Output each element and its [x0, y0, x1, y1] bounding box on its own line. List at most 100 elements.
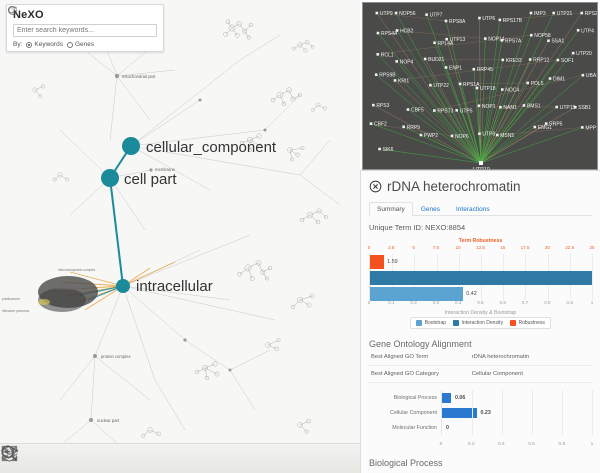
gene-node[interactable] [501, 58, 505, 62]
gene-network-graph[interactable]: UTP9 NOP56 UTP7 RPS8A UTP6 RPS17B IMP3 UTP21 RPS… [363, 3, 598, 170]
gene-node-hub[interactable] [479, 161, 483, 165]
gene-node[interactable] [522, 104, 526, 107]
bar-bootstrap [370, 287, 464, 301]
gene-node[interactable] [580, 11, 584, 15]
close-circle-icon[interactable] [369, 180, 382, 193]
gene-edge [420, 134, 482, 164]
gene-node[interactable] [372, 103, 375, 107]
tab-summary[interactable]: Summary [369, 202, 413, 216]
tab-interactions[interactable]: Interactions [455, 206, 490, 213]
gene-label: RPS22A [585, 11, 598, 17]
gene-node[interactable] [458, 82, 462, 86]
gene-node[interactable] [478, 132, 481, 135]
gene-node[interactable] [528, 58, 532, 61]
gene-node[interactable] [500, 88, 504, 91]
bottom-axis-tick: 0.4 [454, 300, 462, 305]
search-input[interactable] [13, 24, 157, 37]
gene-label: UTP6 [482, 16, 495, 22]
gene-edge [480, 126, 535, 164]
gene-node[interactable] [576, 28, 580, 32]
gene-node[interactable] [395, 60, 399, 63]
gene-label: RRP9 [407, 125, 421, 131]
node-cell-part[interactable] [101, 169, 119, 187]
gene-node[interactable] [529, 33, 533, 37]
legend-swatch-robustness [509, 320, 516, 326]
gene-node[interactable] [369, 122, 373, 125]
ontology-network-canvas[interactable]: cellular_component cell part intracellul… [0, 0, 360, 473]
gene-label: RRP5 [549, 122, 563, 128]
gene-interaction-network[interactable]: UTP9 NOP56 UTP7 RPS8A UTP6 RPS17B IMP3 UTP21 RPS… [362, 2, 598, 170]
gene-node[interactable] [478, 16, 481, 20]
gene-node[interactable] [394, 11, 398, 15]
gene-node[interactable] [581, 126, 584, 129]
tab-genes[interactable]: Genes [420, 206, 440, 213]
node-cellular-component[interactable] [122, 137, 140, 155]
gene-node[interactable] [498, 18, 502, 22]
search-row: ? [7, 5, 157, 37]
gene-node[interactable] [555, 105, 559, 109]
panel-tabs: Summary Genes Interactions [369, 201, 592, 216]
gene-node[interactable] [495, 133, 499, 137]
gene-node[interactable] [444, 66, 448, 69]
gene-node[interactable] [529, 11, 533, 15]
gene-node[interactable] [376, 31, 380, 35]
gene-node[interactable] [419, 133, 423, 137]
bottom-axis-tick: 1 [590, 300, 594, 305]
gene-node[interactable] [445, 37, 448, 41]
gene-node[interactable] [581, 73, 585, 77]
gene-node[interactable] [499, 105, 502, 109]
gene-node[interactable] [483, 37, 487, 40]
gene-node[interactable] [433, 41, 436, 45]
gene-node[interactable] [375, 11, 379, 15]
go-cat-molecular-function: Molecular Function [392, 424, 437, 431]
gene-node[interactable] [547, 39, 550, 43]
gene-edge [370, 123, 482, 164]
radio-genes-dot[interactable] [66, 41, 73, 48]
gene-node[interactable] [475, 86, 479, 90]
radio-keywords-dot[interactable] [26, 41, 33, 48]
gene-node[interactable] [376, 53, 380, 56]
label-cell-part: cell part [124, 171, 177, 188]
gene-node[interactable] [556, 58, 560, 62]
node-intracellular[interactable] [116, 279, 130, 293]
gene-label: RPS3 [376, 103, 389, 109]
bottom-axis-tick: 0.3 [432, 300, 440, 305]
gene-label: UBA1 [586, 73, 598, 79]
gene-node[interactable] [526, 81, 530, 85]
gene-node[interactable] [402, 125, 405, 129]
gene-node[interactable] [573, 105, 577, 109]
gene-node[interactable] [500, 39, 504, 42]
gene-node[interactable] [429, 83, 432, 87]
gene-node[interactable] [425, 13, 428, 16]
help-icon[interactable]: ? [7, 5, 18, 16]
radio-keywords[interactable]: Keywords [26, 41, 63, 48]
gene-node[interactable] [544, 122, 548, 125]
gene-node[interactable] [477, 104, 481, 108]
gene-node[interactable] [444, 19, 448, 23]
bottom-axis-tick: 0 [367, 300, 371, 305]
layers-icon[interactable] [0, 444, 19, 463]
gene-node[interactable] [472, 67, 476, 71]
gene-node[interactable] [548, 77, 552, 80]
gene-node[interactable] [450, 134, 454, 138]
gene-node[interactable] [552, 11, 556, 15]
gene-node[interactable] [374, 73, 378, 76]
gene-edge [480, 123, 547, 164]
legend-item-interaction-density: Interaction Density [453, 320, 503, 326]
go-alignment-chart: Biological Process 0.06 Cellular Compone… [369, 390, 593, 452]
gene-node[interactable] [571, 51, 575, 55]
ontology-graph[interactable]: cellular_component cell part intracellul… [0, 0, 360, 473]
gene-node[interactable] [433, 109, 436, 112]
gene-label: RPS7A [505, 38, 522, 44]
radio-genes[interactable]: Genes [66, 41, 94, 48]
gene-label: MSN5 [500, 133, 514, 139]
gene-node[interactable] [395, 29, 399, 32]
search-panel[interactable]: NeXO ? By: Ke [6, 4, 164, 52]
gene-node[interactable] [378, 147, 381, 151]
gene-node[interactable] [406, 108, 410, 111]
gene-node[interactable] [393, 79, 397, 82]
gene-node[interactable] [455, 109, 459, 112]
gene-node[interactable] [533, 125, 537, 129]
bottom-axis-tick: 0.5 [477, 300, 484, 305]
gene-node[interactable] [423, 57, 427, 61]
